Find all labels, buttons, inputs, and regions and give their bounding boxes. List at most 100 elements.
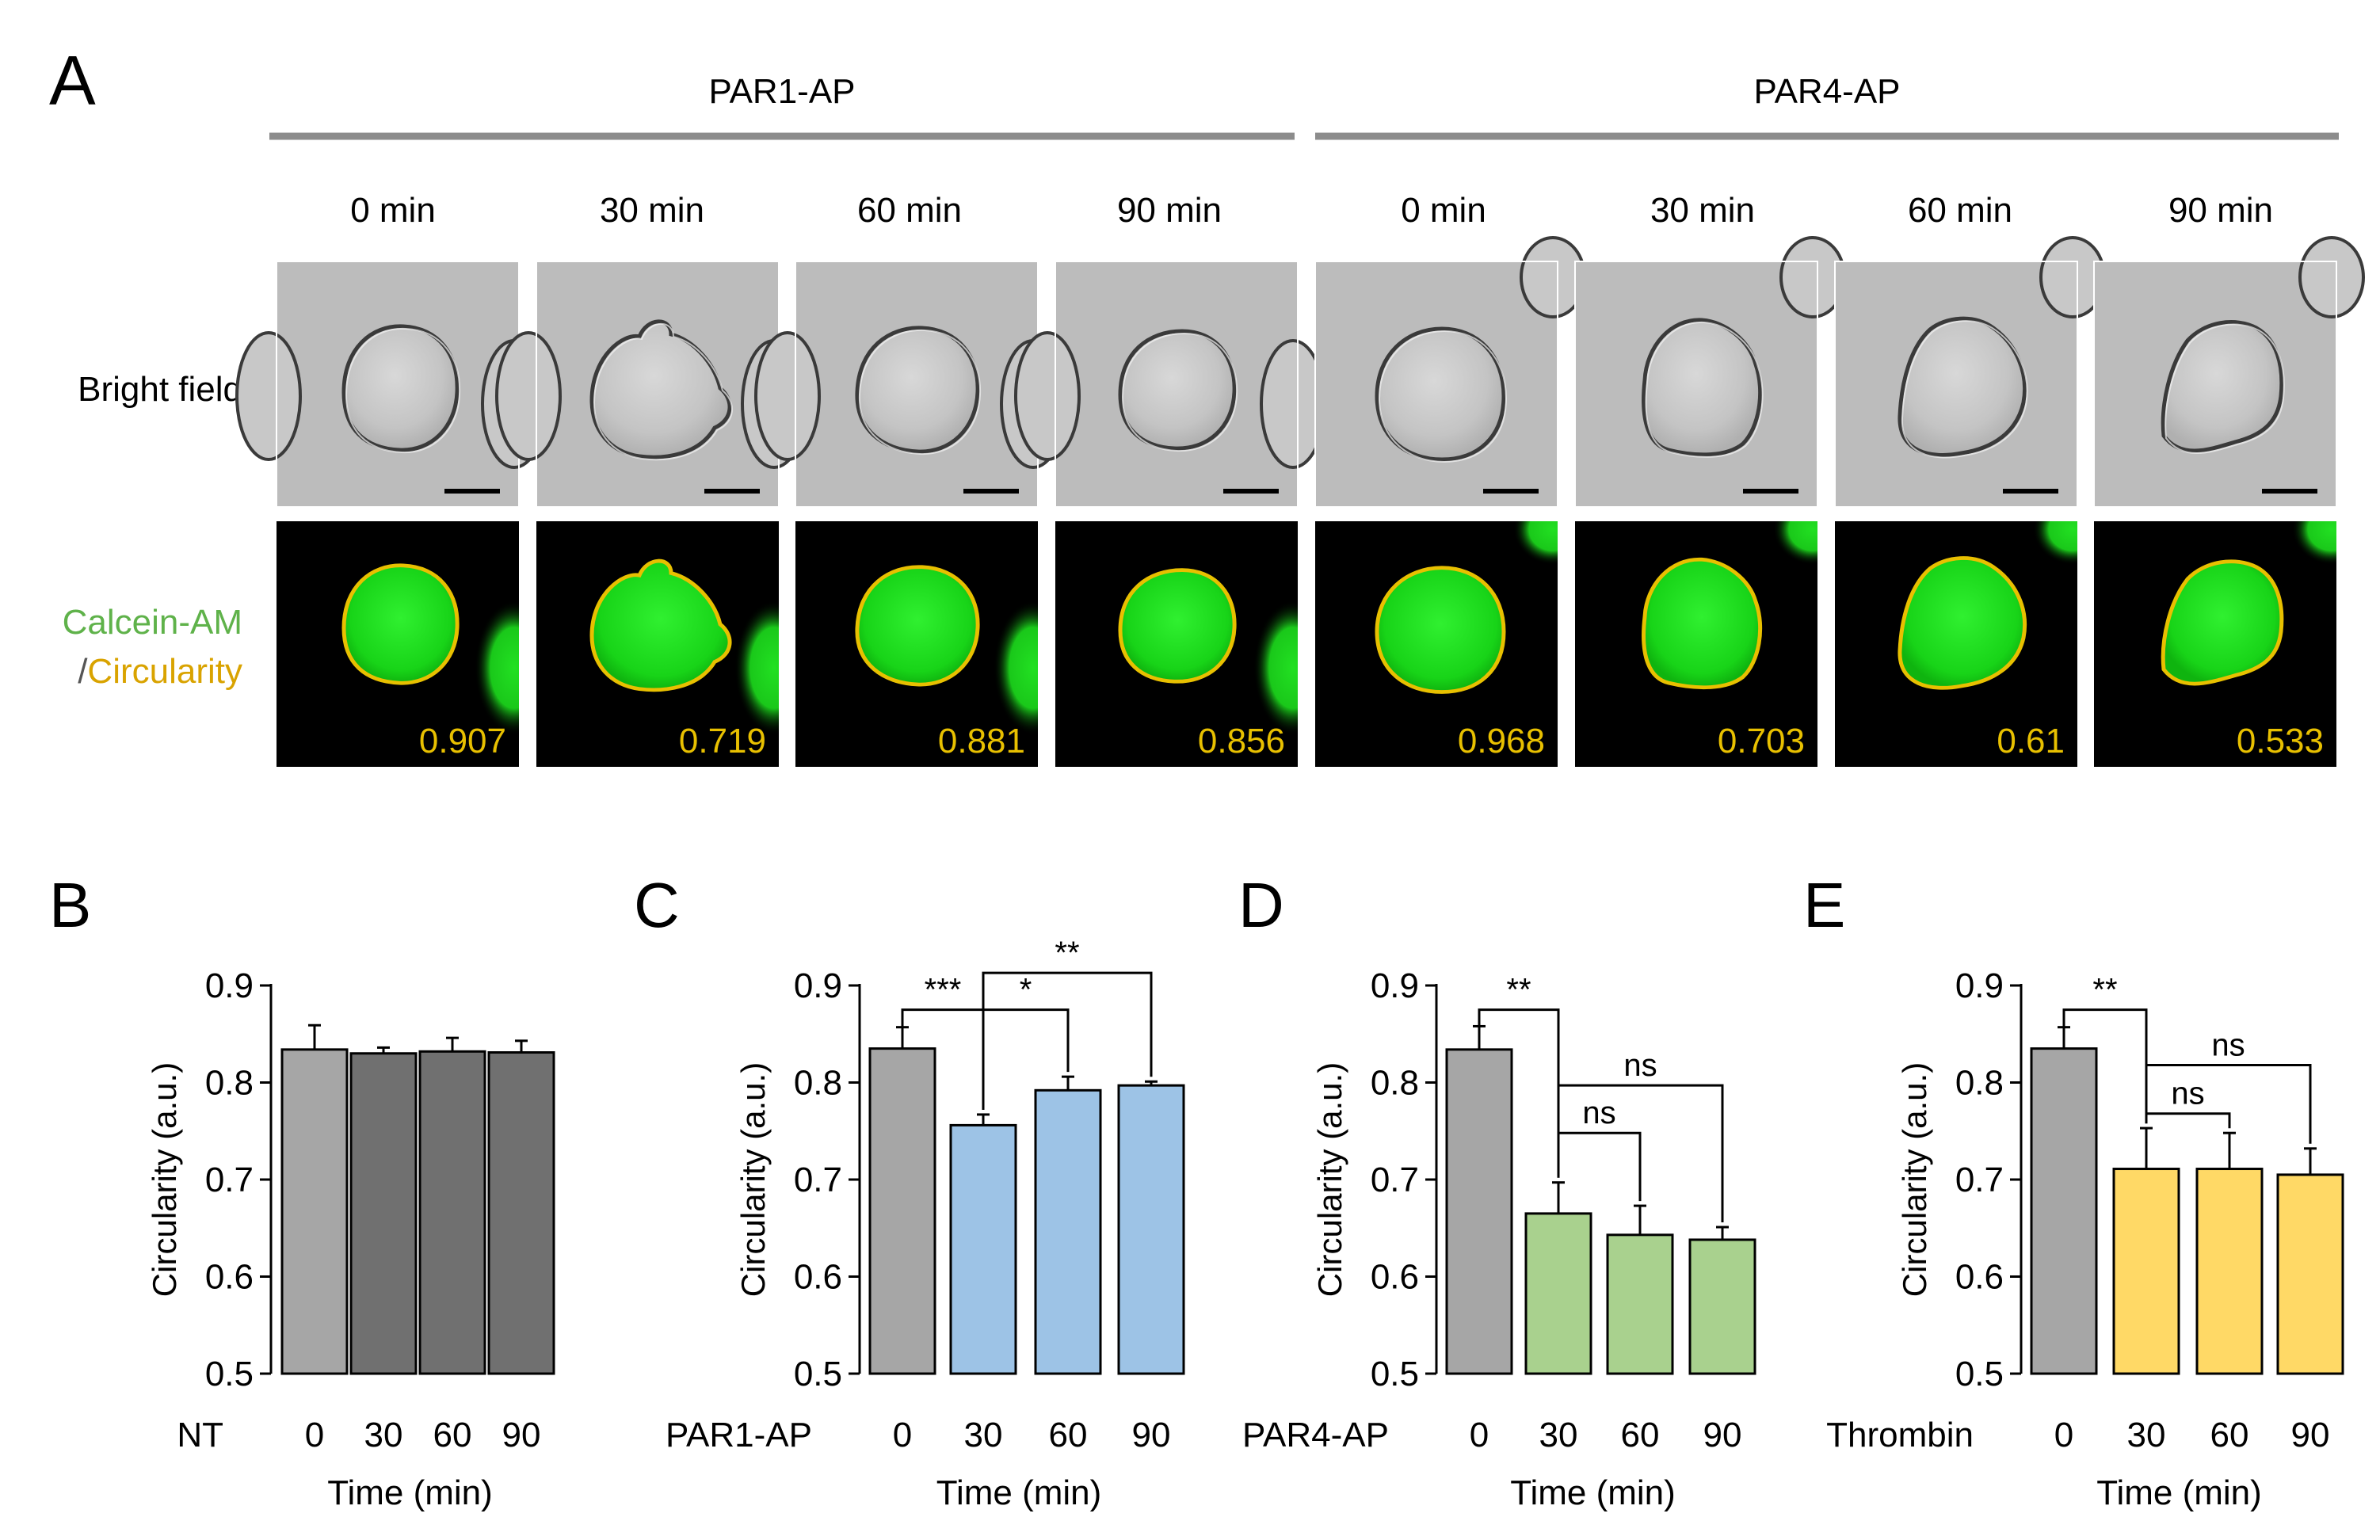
neighbor-cell-left [235,331,302,461]
x-tick-label: 90 [502,1416,541,1454]
time-label-2: 60 min [857,191,962,230]
bright-field-cell-halo [1901,320,2028,459]
y-tick-label: 0.5 [1955,1355,2004,1393]
bright-field-row [235,236,2365,508]
chart-panel-b: 0.5 0.6 0.7 0.8 0.9 Circularity (a.u.) 0 30 60 90… [146,966,555,1512]
group-label-par4: PAR4-AP [1753,72,1900,111]
fluorescence-image-7: 0.533 [2094,521,2336,767]
significance-bracket [2145,1112,2231,1129]
circularity-value: 0.881 [938,722,1025,760]
significance-bracket [1557,1131,1642,1202]
circularity-value: 0.703 [1718,722,1805,760]
fluorescence-image-4: 0.968 [1315,521,1558,767]
y-tick-label: 0.6 [1371,1258,1419,1297]
bright-field-cell-halo [1121,332,1238,452]
significance-bracket [1557,1084,1724,1223]
row-label-calcein: Calcein-AM [63,603,242,642]
fluorescence-content [1898,521,2077,690]
panel-letter-e: E [1803,870,1845,940]
bar-charts: 0.5 0.6 0.7 0.8 0.9 Circularity (a.u.) 0 30 60 90… [146,936,2344,1512]
significance-label: ns [1623,1048,1657,1083]
row-label-slash: / [78,652,88,691]
fluorescent-cell [592,561,730,690]
fluorescent-cell [2163,561,2282,684]
fluorescence-row: 0.907 0.719 0.881 0.856 0.968 0.703 0.61 0.533 [277,521,2336,767]
bright-field-cell [589,319,732,459]
y-tick-label: 0.6 [205,1258,254,1297]
bright-field-image-3 [1014,261,1326,508]
significance-bracket [2145,1063,2312,1144]
fluorescence-image-1: 0.719 [536,521,779,767]
chart-panel-e: 0.5 0.6 0.7 0.8 0.9 Circularity (a.u.) 0 30 60 90… [1826,966,2344,1512]
significance-label: ** [1506,973,1531,1008]
y-tick-label: 0.9 [205,966,254,1005]
condition-label: Thrombin [1826,1416,1974,1454]
circularity-outline [1118,568,1237,684]
condition-label: PAR1-AP [666,1416,812,1454]
fluorescence-content [1642,521,1817,690]
chart-panel-c: 0.5 0.6 0.7 0.8 0.9 Circularity (a.u.) 0 30 60 90… [666,936,1185,1512]
bright-field-image-2 [754,261,1066,508]
y-tick-label: 0.5 [1371,1355,1419,1393]
bar [2112,1168,2180,1375]
panel-letter-c: C [634,870,680,940]
blurred-neighbor-cell [2292,521,2336,565]
bright-field-cell-halo [2165,323,2285,455]
blurred-neighbor-cell [1773,521,1817,565]
bar [1688,1238,1756,1375]
y-tick-label: 0.5 [794,1355,842,1393]
time-label-7: 90 min [2168,191,2273,230]
x-tick-label: 60 [433,1416,472,1454]
x-tick-label: 0 [893,1416,912,1454]
circularity-value: 0.907 [419,722,506,760]
fluorescence-image-5: 0.703 [1575,521,1817,767]
significance-label: ns [1582,1096,1615,1130]
blurred-neighbor-cell [734,600,779,735]
bar [487,1051,555,1375]
x-tick-label: 60 [1621,1416,1660,1454]
circularity-value: 0.719 [679,722,766,760]
circularity-outline [589,558,732,692]
neighbor-cell-left [495,331,562,461]
fluorescent-cell [856,566,978,685]
x-tick-label: 0 [305,1416,324,1454]
x-tick-label: 60 [2210,1416,2249,1454]
tile-border [1834,261,2078,508]
bar [2276,1173,2344,1375]
fluorescence-content [855,565,1038,735]
bright-field-cell-halo [1645,321,1764,458]
fluorescence-image-6: 0.61 [1835,521,2077,767]
y-tick-label: 0.7 [1955,1161,2004,1199]
blurred-neighbor-cell [2033,521,2077,565]
blurred-neighbor-cell [1513,521,1558,565]
circularity-outline [1642,557,1763,690]
bright-field-cell-halo [858,329,982,456]
y-tick-label: 0.7 [794,1161,842,1199]
y-tick-label: 0.7 [205,1161,254,1199]
circularity-value: 0.533 [2237,722,2324,760]
y-tick-label: 0.6 [794,1258,842,1297]
row-label-bright-field: Bright field [78,370,242,409]
bar [2195,1168,2264,1375]
fluorescent-cell [1377,567,1504,692]
bar [2030,1047,2098,1375]
panel-letter-b: B [49,870,91,940]
fluorescent-cell [1899,558,2025,688]
blurred-neighbor-cell [475,600,519,735]
fluorescence-image-3: 0.856 [1055,521,1298,767]
bar [280,1048,349,1375]
significance-label: ns [2171,1077,2204,1111]
significance-label: *** [925,973,962,1008]
y-tick-label: 0.9 [794,966,842,1005]
circularity-outline [2161,559,2284,686]
tile-border [2093,261,2337,508]
circularity-value: 0.968 [1458,722,1545,760]
x-tick-label: 30 [964,1416,1003,1454]
significance-label: ns [2211,1027,2245,1062]
condition-label: NT [177,1416,223,1454]
fluorescence-content [341,563,519,735]
fluorescence-content [1375,521,1558,694]
fluorescent-cell [344,565,458,684]
